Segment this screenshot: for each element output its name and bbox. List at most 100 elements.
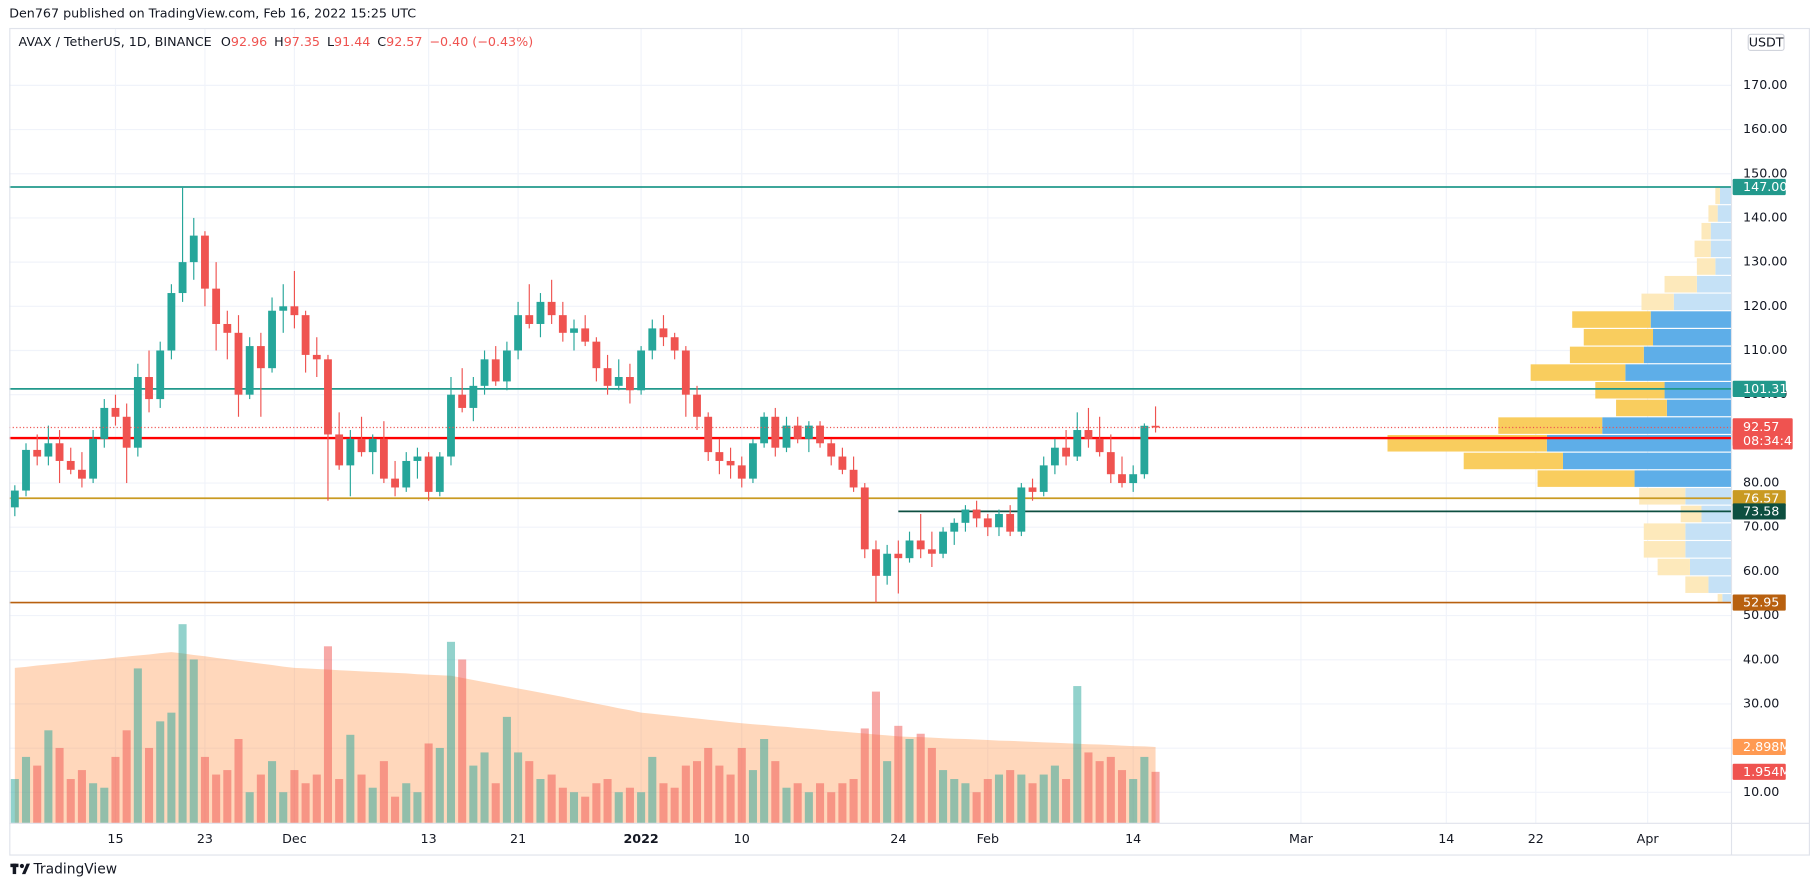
candle-body bbox=[782, 425, 791, 448]
candle-body bbox=[201, 235, 209, 289]
last-price-label: 92.57 bbox=[1743, 419, 1779, 434]
volume-bar bbox=[659, 783, 668, 824]
candle-body bbox=[413, 456, 422, 461]
profile-down bbox=[1616, 399, 1667, 417]
volume-bar bbox=[860, 728, 869, 824]
volume-bar bbox=[927, 747, 936, 824]
volume-bar bbox=[357, 774, 366, 824]
candle-body bbox=[1151, 425, 1160, 428]
profile-down bbox=[1572, 311, 1651, 328]
volume-bar bbox=[994, 774, 1004, 824]
candle-body bbox=[704, 416, 713, 453]
level-label-box bbox=[1732, 503, 1786, 520]
x-tick-label: 24 bbox=[890, 831, 906, 846]
x-tick-label: 23 bbox=[197, 831, 213, 846]
volume-bar bbox=[916, 733, 925, 824]
level-label-box bbox=[1732, 594, 1786, 611]
volume-bar bbox=[1039, 774, 1048, 824]
profile-down bbox=[1595, 381, 1665, 399]
candle-body bbox=[860, 487, 869, 550]
volume-bar bbox=[726, 774, 735, 824]
candle-body bbox=[659, 328, 668, 338]
candle-body bbox=[491, 359, 500, 382]
candle-body bbox=[212, 288, 221, 324]
legend-line: AVAX / TetherUS, 1D, BINANCE O92.96 H97.35… bbox=[18, 33, 533, 48]
level-label-box bbox=[1732, 380, 1786, 397]
ohlc-key: L bbox=[327, 33, 334, 48]
candle-body bbox=[189, 235, 198, 263]
ohlc-value: 92.57 bbox=[386, 33, 422, 48]
volume-bar bbox=[323, 646, 332, 824]
volume-bar bbox=[950, 779, 959, 824]
y-tick-label: 10.00 bbox=[1743, 784, 1779, 799]
volume-bar bbox=[670, 787, 679, 824]
volume-ma-label: 2.898M bbox=[1743, 739, 1790, 754]
volume-bar bbox=[1006, 770, 1015, 824]
profile-up bbox=[1625, 364, 1732, 381]
candle-body bbox=[905, 540, 914, 559]
candle-body bbox=[525, 315, 534, 324]
candle-body bbox=[1095, 438, 1104, 453]
candle-body bbox=[391, 478, 399, 488]
candle-body bbox=[581, 328, 590, 342]
volume-bar bbox=[961, 783, 970, 824]
volume-bar bbox=[648, 756, 657, 824]
candle-body bbox=[1050, 447, 1059, 466]
candle-body bbox=[33, 449, 42, 457]
volume-bar bbox=[536, 779, 545, 824]
candle-body bbox=[1062, 447, 1070, 457]
volume-bar bbox=[692, 761, 702, 824]
candle-body bbox=[100, 407, 109, 439]
volume-bar bbox=[458, 659, 467, 824]
volume-bar bbox=[838, 783, 847, 824]
volume-bar bbox=[391, 796, 400, 824]
publisher-line: Den767 published on TradingView.com, Feb… bbox=[9, 6, 416, 21]
profile-up bbox=[1643, 346, 1732, 364]
volume-bar bbox=[245, 792, 254, 824]
volume-bar bbox=[1073, 686, 1082, 824]
volume-bar bbox=[849, 779, 858, 824]
chart-frame bbox=[9, 27, 1810, 856]
candle-body bbox=[558, 315, 567, 333]
volume-bar bbox=[558, 787, 567, 824]
volume-bar bbox=[614, 792, 623, 824]
volume-ma-area bbox=[14, 652, 1156, 824]
candle-body bbox=[827, 443, 836, 457]
y-tick-label: 160.00 bbox=[1743, 121, 1787, 136]
candle-body bbox=[1006, 513, 1015, 532]
volume-bar bbox=[502, 716, 511, 824]
volume-bar bbox=[1117, 770, 1127, 824]
candle-body bbox=[78, 469, 86, 479]
y-tick-label: 170.00 bbox=[1743, 77, 1787, 92]
candle-body bbox=[279, 306, 288, 311]
volume-bar bbox=[737, 747, 746, 824]
axis-labels: 10.0020.0030.0040.0050.0060.0070.0080.00… bbox=[107, 77, 1800, 846]
currency-box[interactable] bbox=[1747, 33, 1785, 52]
candle-body bbox=[368, 438, 377, 453]
profile-down bbox=[1717, 594, 1723, 602]
candle-body bbox=[816, 425, 824, 444]
candle-body bbox=[379, 438, 388, 479]
candle-body bbox=[1118, 474, 1126, 484]
volume-bar bbox=[234, 739, 243, 824]
volume-bar bbox=[894, 725, 903, 824]
volume-bar bbox=[905, 739, 914, 824]
footer-logo bbox=[10, 863, 31, 875]
x-tick-label: Dec bbox=[282, 831, 307, 846]
volume-bar bbox=[581, 796, 590, 824]
volume-bar bbox=[66, 779, 75, 824]
level-label: 73.58 bbox=[1743, 503, 1779, 518]
profile-up bbox=[1696, 275, 1732, 293]
y-tick-label: 140.00 bbox=[1743, 209, 1787, 224]
profile-up bbox=[1710, 240, 1732, 258]
volume-bar bbox=[771, 761, 780, 824]
y-tick-label: 80.00 bbox=[1743, 475, 1779, 490]
volume-bar bbox=[212, 774, 221, 824]
ohlc-key: H bbox=[274, 33, 284, 48]
candle-body bbox=[514, 315, 523, 351]
y-tick-label: 60.00 bbox=[1743, 563, 1779, 578]
profile-down bbox=[1583, 328, 1654, 346]
volume-bar bbox=[625, 787, 634, 824]
candle-body bbox=[66, 460, 75, 470]
candle-body bbox=[502, 350, 511, 382]
